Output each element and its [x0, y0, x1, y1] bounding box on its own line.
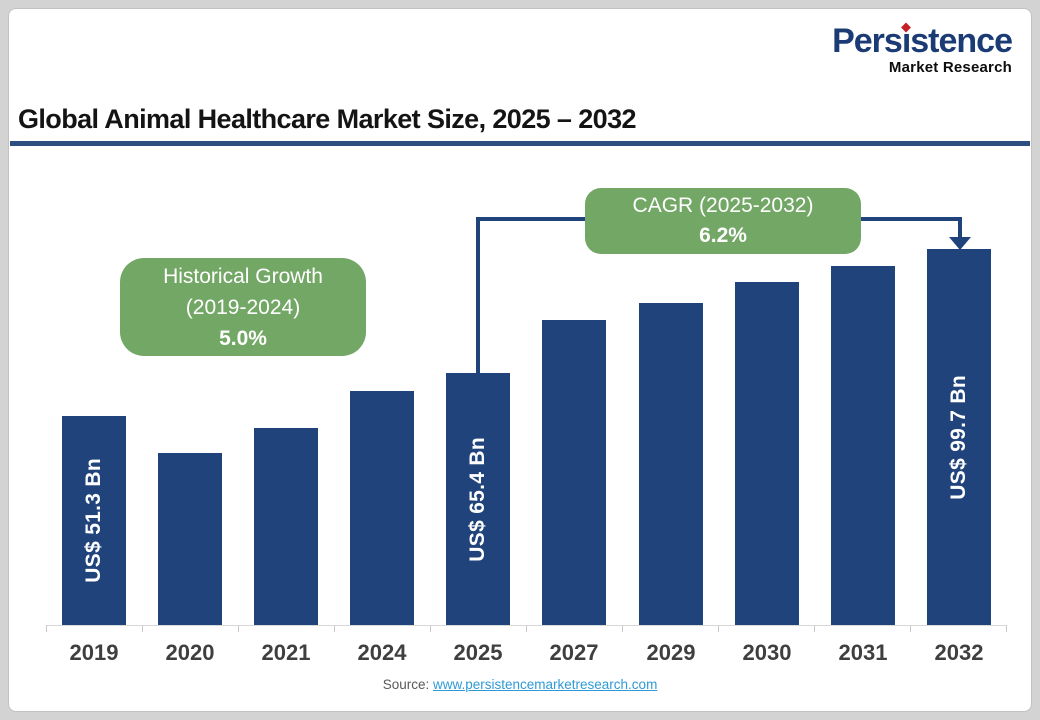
- cagr-callout: CAGR (2025-2032) 6.2%: [585, 188, 861, 254]
- x-axis-label-2025: 2025: [453, 640, 503, 665]
- brand-tagline: Market Research: [888, 59, 1012, 76]
- historical-growth-line1: Historical Growth: [163, 264, 323, 288]
- x-axis-tick: [238, 625, 239, 632]
- brand-logo: Persı stence Market Research: [832, 22, 1013, 76]
- chart-title: Global Animal Healthcare Market Size, 20…: [18, 104, 637, 134]
- x-axis-label-2032: 2032: [934, 640, 984, 665]
- bar-2031: [831, 266, 895, 625]
- x-axis-tick: [910, 625, 911, 632]
- historical-growth-callout: Historical Growth (2019-2024) 5.0%: [120, 258, 366, 356]
- historical-growth-value: 5.0%: [219, 326, 267, 350]
- source-label: Source:: [382, 677, 430, 692]
- arrow-down-icon: [949, 237, 971, 250]
- title-rule: [10, 141, 1030, 146]
- source-link[interactable]: www.persistencemarketresearch.com: [432, 677, 658, 692]
- x-axis-label-2024: 2024: [357, 640, 407, 665]
- bar-value-label-2032: US$ 99.7 Bn: [947, 374, 970, 500]
- brand-name-part: stence: [910, 22, 1013, 60]
- cagr-line1: CAGR (2025-2032): [632, 194, 814, 217]
- x-axis-tick: [430, 625, 431, 632]
- bar-2027: [542, 320, 606, 625]
- dotless-i: ı: [901, 22, 912, 60]
- x-axis-tick: [142, 625, 143, 632]
- brand-name-part: Pers: [832, 22, 903, 60]
- source-line: Source: www.persistencemarketresearch.co…: [0, 677, 1040, 692]
- bar-2030: [735, 282, 799, 625]
- x-axis-tick: [526, 625, 527, 632]
- x-axis-tick: [334, 625, 335, 632]
- brand-letter-i: ı: [901, 22, 912, 60]
- x-axis-tick: [1006, 625, 1007, 632]
- x-axis-tick: [718, 625, 719, 632]
- x-axis-label-2031: 2031: [838, 640, 888, 665]
- bar-2024: [350, 391, 414, 625]
- bar-2029: [639, 303, 703, 625]
- brand-name: Persı stence: [832, 22, 1013, 60]
- x-axis-label-2029: 2029: [646, 640, 696, 665]
- x-axis-label-2030: 2030: [742, 640, 792, 665]
- x-axis-tick: [622, 625, 623, 632]
- cagr-connector-left-vertical: [476, 219, 480, 375]
- bar-value-label-2019: US$ 51.3 Bn: [82, 458, 105, 583]
- x-axis-tick: [814, 625, 815, 632]
- x-axis-label-2021: 2021: [261, 640, 311, 665]
- bar-value-label-2025: US$ 65.4 Bn: [466, 436, 489, 562]
- cagr-connector-right-vertical: [958, 219, 962, 239]
- bar-2020: [158, 453, 222, 625]
- cagr-value: 6.2%: [699, 224, 747, 247]
- x-axis-tick: [46, 625, 47, 632]
- bar-2021: [254, 428, 318, 625]
- historical-growth-line2: (2019-2024): [185, 295, 301, 319]
- x-axis-label-2020: 2020: [165, 640, 215, 665]
- bar-2032: US$ 99.7 Bn: [927, 249, 991, 625]
- x-axis-label-2027: 2027: [549, 640, 599, 665]
- bar-2019: US$ 51.3 Bn: [62, 416, 126, 625]
- x-axis-label-2019: 2019: [69, 640, 119, 665]
- bar-2025: US$ 65.4 Bn: [446, 373, 510, 625]
